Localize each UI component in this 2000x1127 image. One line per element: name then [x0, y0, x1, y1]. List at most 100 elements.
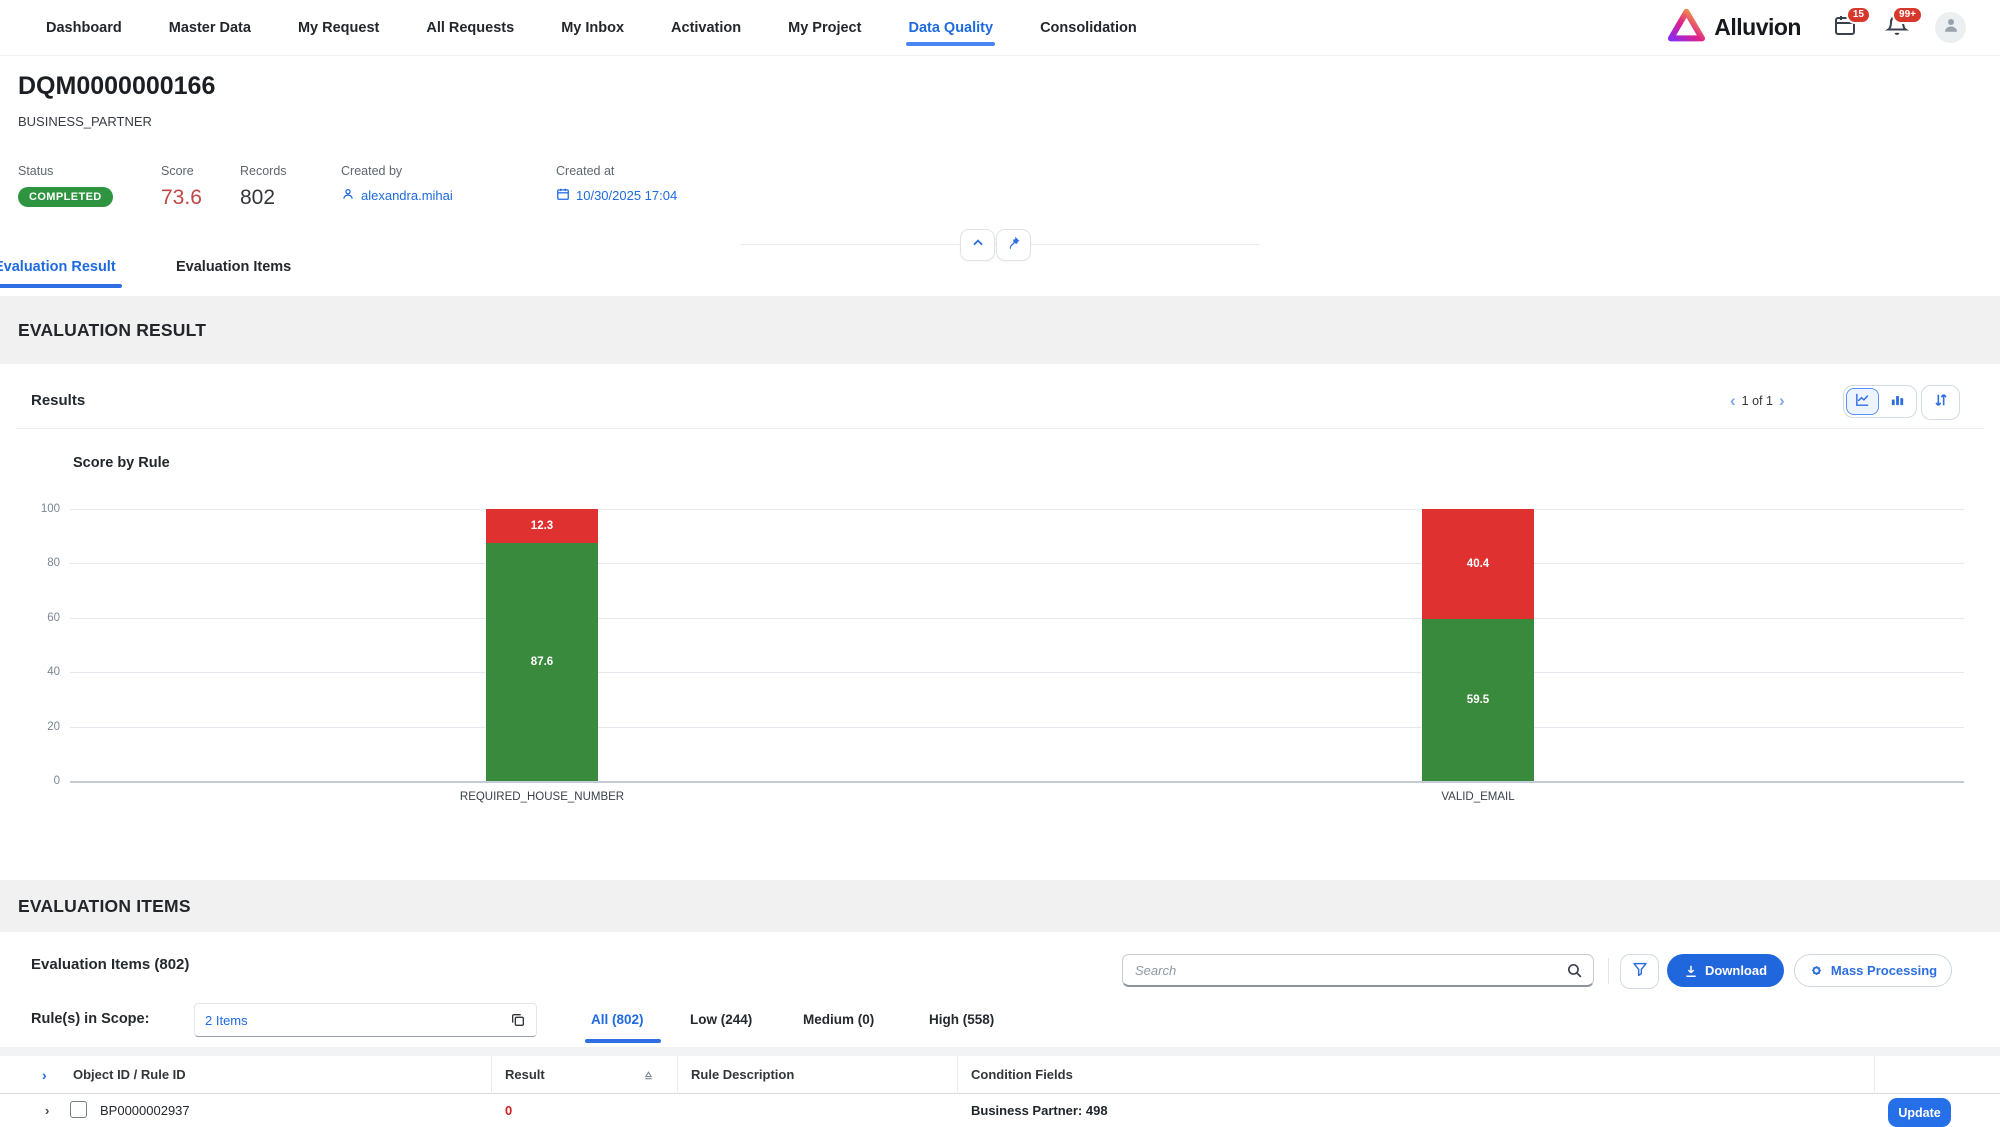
results-panel-title: Results: [31, 392, 86, 409]
chart-gridline: [70, 617, 1964, 619]
y-axis-tick-label: 80: [47, 557, 60, 570]
nav-item-activation[interactable]: Activation: [671, 19, 742, 36]
filter-tab-medium[interactable]: Medium (0): [803, 1012, 875, 1027]
y-axis-tick-label: 60: [47, 611, 60, 624]
filter-tab-high[interactable]: High (558): [929, 1012, 995, 1027]
score-value: 73.6: [161, 186, 202, 209]
y-axis-tick-label: 0: [53, 775, 60, 787]
line-chart-button[interactable]: [1846, 388, 1879, 415]
bar-value-label: 87.6: [530, 655, 554, 668]
column-divider: [957, 1056, 958, 1127]
collapse-header-button[interactable]: [960, 229, 995, 261]
app-logo: Alluvion: [1668, 8, 1801, 47]
bar-segment-failed: 40.4: [1422, 509, 1534, 620]
nav-item-all-requests[interactable]: All Requests: [426, 19, 515, 36]
nav-item-data-quality[interactable]: Data Quality: [906, 19, 995, 46]
column-rule-description[interactable]: Rule Description: [691, 1067, 795, 1082]
download-button[interactable]: Download: [1667, 954, 1784, 987]
created-at-label: Created at: [556, 164, 615, 178]
evaluation-items-section-title: EVALUATION ITEMS: [18, 895, 191, 916]
column-divider: [677, 1056, 678, 1127]
chevron-right-icon[interactable]: ›: [1778, 391, 1785, 410]
nav-item-dashboard[interactable]: Dashboard: [46, 19, 122, 36]
download-label: Download: [1704, 963, 1768, 978]
records-label: Records: [240, 164, 287, 178]
row-expand-chevron-icon[interactable]: ›: [45, 1103, 50, 1118]
sort-button[interactable]: [1921, 385, 1960, 420]
nav-item-master-data[interactable]: Master Data: [168, 19, 251, 36]
created-by-link[interactable]: alexandra.mihai: [341, 187, 453, 204]
line-chart-icon: [1854, 391, 1871, 413]
results-divider: [16, 428, 1984, 429]
facet-created-by: Created by alexandra.mihai: [341, 164, 453, 204]
update-button[interactable]: Update: [1888, 1098, 1951, 1127]
tab-evaluation-result[interactable]: Evaluation Result: [0, 259, 122, 288]
search-input[interactable]: [1133, 961, 1566, 979]
tab-evaluation-items-label: Evaluation Items: [176, 259, 292, 275]
filter-tab-low[interactable]: Low (244): [690, 1012, 753, 1027]
row-checkbox[interactable]: [70, 1101, 87, 1118]
sort-arrows-icon: [1933, 392, 1949, 413]
bar-chart-button[interactable]: [1881, 388, 1914, 415]
x-axis-category-label: REQUIRED_HOUSE_NUMBER: [459, 791, 625, 803]
filter-tab-all[interactable]: All (802): [591, 1012, 644, 1027]
chart-title: Score by Rule: [73, 455, 170, 471]
chart-type-switch: [1843, 385, 1917, 418]
row-condition-fields: Business Partner: 498: [971, 1103, 1108, 1118]
facet-created-at: Created at 10/30/2025 17:04: [556, 164, 677, 204]
calendar-badge: 15: [1845, 5, 1871, 24]
bell-badge: 99+: [1892, 5, 1923, 24]
bar-value-label: 40.4: [1466, 558, 1490, 571]
column-object-id[interactable]: Object ID / Rule ID: [73, 1067, 186, 1082]
bar-chart-icon: [1889, 391, 1906, 413]
mass-processing-button[interactable]: Mass Processing: [1794, 954, 1952, 987]
table-header: › Object ID / Rule ID Result Rule Descri…: [0, 1056, 2000, 1094]
column-result[interactable]: Result: [505, 1067, 545, 1082]
x-axis-category-label: VALID_EMAIL: [1441, 791, 1515, 803]
facet-status: Status COMPLETED: [18, 164, 113, 207]
page-title: DQM0000000166: [18, 72, 216, 100]
nav-item-my-project[interactable]: My Project: [788, 19, 862, 36]
nav-item-my-request[interactable]: My Request: [297, 19, 380, 36]
records-value: 802: [240, 186, 276, 209]
bar-segment-passed: 87.6: [486, 542, 598, 781]
toolbar-separator: [1608, 958, 1609, 984]
tab-evaluation-items[interactable]: Evaluation Items: [176, 259, 291, 275]
chart-gridline: [70, 509, 1964, 510]
value-help-icon[interactable]: [510, 1012, 526, 1028]
column-divider: [1874, 1056, 1875, 1127]
bar-segment-passed: 59.5: [1422, 619, 1534, 781]
y-axis-tick-label: 40: [47, 666, 60, 679]
pin-header-button[interactable]: [996, 229, 1031, 261]
nav-right-cluster: Alluvion 15: [1668, 5, 1966, 47]
tab-evaluation-result-label: Evaluation Result: [0, 259, 116, 275]
table-top-strip: [0, 1047, 2000, 1056]
row-object-id: BP0000002937: [100, 1103, 190, 1118]
page-subtitle: BUSINESS_PARTNER: [18, 114, 152, 129]
notifications-button[interactable]: 99+: [1883, 5, 1923, 42]
rules-in-scope-field[interactable]: 2 Items: [194, 1003, 537, 1037]
expand-all-chevron-icon[interactable]: ›: [42, 1067, 47, 1083]
bar-segment-failed: 12.3: [486, 509, 598, 543]
filter-funnel-icon: [1632, 961, 1648, 982]
evaluation-items-band: EVALUATION ITEMS: [0, 880, 2000, 932]
search-icon[interactable]: [1566, 962, 1583, 979]
appointments-button[interactable]: 15: [1831, 5, 1871, 42]
chart-plot: 0 20 40 60 80 100 87.6 12.3 REQUIRED_HOUSE_NUMBE…: [41, 503, 1964, 803]
created-at-value-wrap[interactable]: 10/30/2025 17:04: [556, 187, 677, 204]
nav-item-consolidation[interactable]: Consolidation: [1040, 19, 1137, 36]
search-field: [1122, 954, 1594, 987]
filter-button[interactable]: [1620, 954, 1659, 989]
sort-indicator-icon[interactable]: [642, 1069, 655, 1085]
row-result-value: 0: [505, 1103, 513, 1118]
chevron-left-icon[interactable]: ‹: [1730, 391, 1736, 410]
evaluation-items-title: Evaluation Items (802): [31, 956, 190, 973]
score-label: Score: [161, 164, 194, 178]
user-avatar[interactable]: [1935, 12, 1966, 43]
chart-pagination: ‹ 1 of 1 ›: [1724, 392, 1791, 409]
column-condition-fields[interactable]: Condition Fields: [971, 1067, 1073, 1082]
person-icon: [1942, 16, 1960, 39]
nav-item-my-inbox[interactable]: My Inbox: [561, 19, 625, 36]
chart-gridline: [70, 563, 1964, 565]
